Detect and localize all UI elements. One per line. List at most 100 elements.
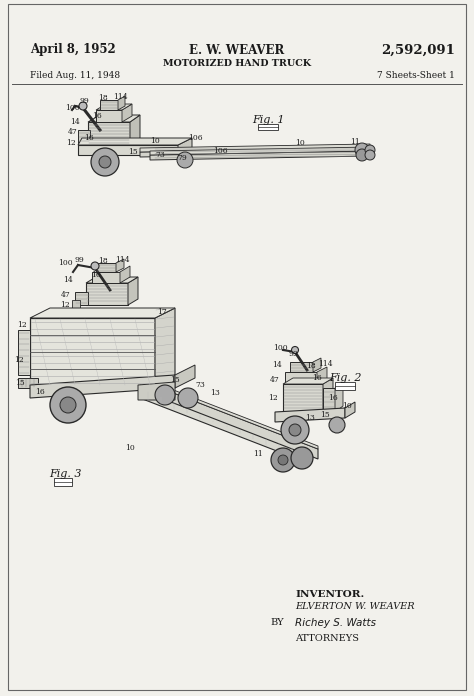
Text: 73: 73 — [155, 151, 165, 159]
Text: 18: 18 — [306, 362, 316, 370]
Circle shape — [178, 388, 198, 408]
Text: 47: 47 — [68, 128, 78, 136]
Text: Fig. 2: Fig. 2 — [329, 373, 361, 383]
Polygon shape — [100, 100, 118, 110]
Text: ATTORNEYS: ATTORNEYS — [295, 634, 359, 643]
Text: 114: 114 — [115, 256, 129, 264]
Circle shape — [91, 262, 99, 270]
Text: 79: 79 — [177, 154, 187, 162]
Polygon shape — [120, 266, 130, 283]
Circle shape — [50, 387, 86, 423]
Polygon shape — [18, 378, 38, 388]
Text: 11: 11 — [350, 138, 360, 146]
Polygon shape — [128, 277, 138, 305]
Polygon shape — [283, 378, 333, 384]
Circle shape — [278, 455, 288, 465]
Text: 13: 13 — [305, 414, 315, 422]
Polygon shape — [118, 96, 125, 110]
Text: 7 Sheets-Sheet 1: 7 Sheets-Sheet 1 — [377, 72, 455, 81]
Text: 15: 15 — [128, 148, 138, 156]
Polygon shape — [140, 148, 370, 157]
Polygon shape — [323, 378, 333, 412]
Circle shape — [60, 397, 76, 413]
Text: 100: 100 — [58, 259, 73, 267]
Polygon shape — [54, 478, 72, 486]
Polygon shape — [158, 384, 318, 449]
Text: ELVERTON W. WEAVER: ELVERTON W. WEAVER — [295, 602, 415, 611]
Polygon shape — [275, 408, 345, 422]
Text: Richey S. Watts: Richey S. Watts — [295, 618, 376, 628]
Polygon shape — [335, 382, 355, 390]
Circle shape — [365, 150, 375, 160]
Text: 114: 114 — [318, 360, 332, 368]
Text: Fig. 3: Fig. 3 — [49, 469, 81, 479]
Text: 15: 15 — [15, 379, 25, 387]
Text: 73: 73 — [195, 381, 205, 389]
Polygon shape — [116, 259, 124, 272]
Polygon shape — [150, 151, 370, 160]
Polygon shape — [88, 115, 140, 122]
Polygon shape — [317, 367, 327, 384]
Text: 14: 14 — [272, 361, 282, 369]
Text: 12: 12 — [14, 356, 24, 364]
Text: 16: 16 — [92, 112, 102, 120]
Polygon shape — [78, 145, 178, 155]
Text: Fig. 1: Fig. 1 — [252, 115, 284, 125]
Polygon shape — [86, 283, 128, 305]
Polygon shape — [178, 138, 192, 155]
Text: 18: 18 — [98, 94, 108, 102]
Text: 16: 16 — [35, 388, 45, 396]
Polygon shape — [335, 382, 343, 412]
Polygon shape — [175, 365, 195, 388]
Polygon shape — [140, 385, 300, 450]
Text: 15: 15 — [170, 376, 180, 384]
Circle shape — [281, 416, 309, 444]
Polygon shape — [122, 104, 132, 122]
Circle shape — [292, 347, 299, 354]
Text: 47: 47 — [270, 376, 280, 384]
Text: 106: 106 — [188, 134, 202, 142]
Polygon shape — [138, 382, 175, 400]
Polygon shape — [72, 300, 80, 308]
Circle shape — [177, 152, 193, 168]
Text: 100: 100 — [273, 344, 287, 352]
Polygon shape — [285, 372, 317, 384]
Polygon shape — [30, 308, 175, 318]
Text: 16: 16 — [91, 271, 101, 279]
Polygon shape — [158, 387, 318, 459]
Polygon shape — [140, 144, 370, 152]
Text: 10: 10 — [125, 444, 135, 452]
Text: 12: 12 — [17, 321, 27, 329]
Polygon shape — [86, 277, 138, 283]
Polygon shape — [96, 263, 116, 272]
Text: 16: 16 — [84, 134, 94, 142]
Circle shape — [99, 156, 111, 168]
Text: 16: 16 — [312, 374, 322, 382]
Text: Filed Aug. 11, 1948: Filed Aug. 11, 1948 — [30, 72, 120, 81]
Polygon shape — [323, 388, 335, 412]
Polygon shape — [150, 147, 370, 155]
Polygon shape — [313, 358, 321, 372]
Polygon shape — [258, 124, 278, 130]
Text: 16: 16 — [328, 394, 338, 402]
Text: 99: 99 — [288, 350, 298, 358]
Text: 10: 10 — [342, 402, 352, 410]
Polygon shape — [75, 292, 88, 305]
Polygon shape — [18, 330, 30, 375]
Text: 2,592,091: 2,592,091 — [381, 43, 455, 56]
Text: April 8, 1952: April 8, 1952 — [30, 43, 116, 56]
Text: 114: 114 — [113, 93, 128, 101]
Polygon shape — [92, 272, 120, 283]
Circle shape — [289, 424, 301, 436]
Polygon shape — [88, 122, 130, 145]
Text: 17: 17 — [157, 308, 167, 316]
Circle shape — [291, 447, 313, 469]
Circle shape — [355, 143, 369, 157]
Text: 18: 18 — [98, 257, 108, 265]
Text: 12: 12 — [66, 139, 76, 147]
Text: 100: 100 — [64, 104, 79, 112]
Polygon shape — [345, 402, 355, 418]
Text: 13: 13 — [210, 389, 220, 397]
Text: 47: 47 — [61, 291, 71, 299]
Polygon shape — [130, 115, 140, 145]
